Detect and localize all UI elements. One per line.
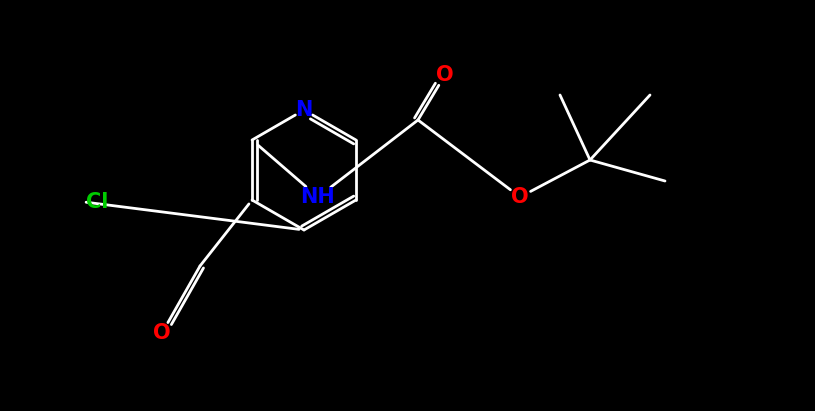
Text: Cl: Cl — [86, 192, 108, 212]
Text: NH: NH — [301, 187, 336, 207]
Text: O: O — [153, 323, 171, 343]
Text: O: O — [436, 65, 454, 85]
Text: O: O — [511, 187, 529, 207]
Text: N: N — [295, 100, 313, 120]
